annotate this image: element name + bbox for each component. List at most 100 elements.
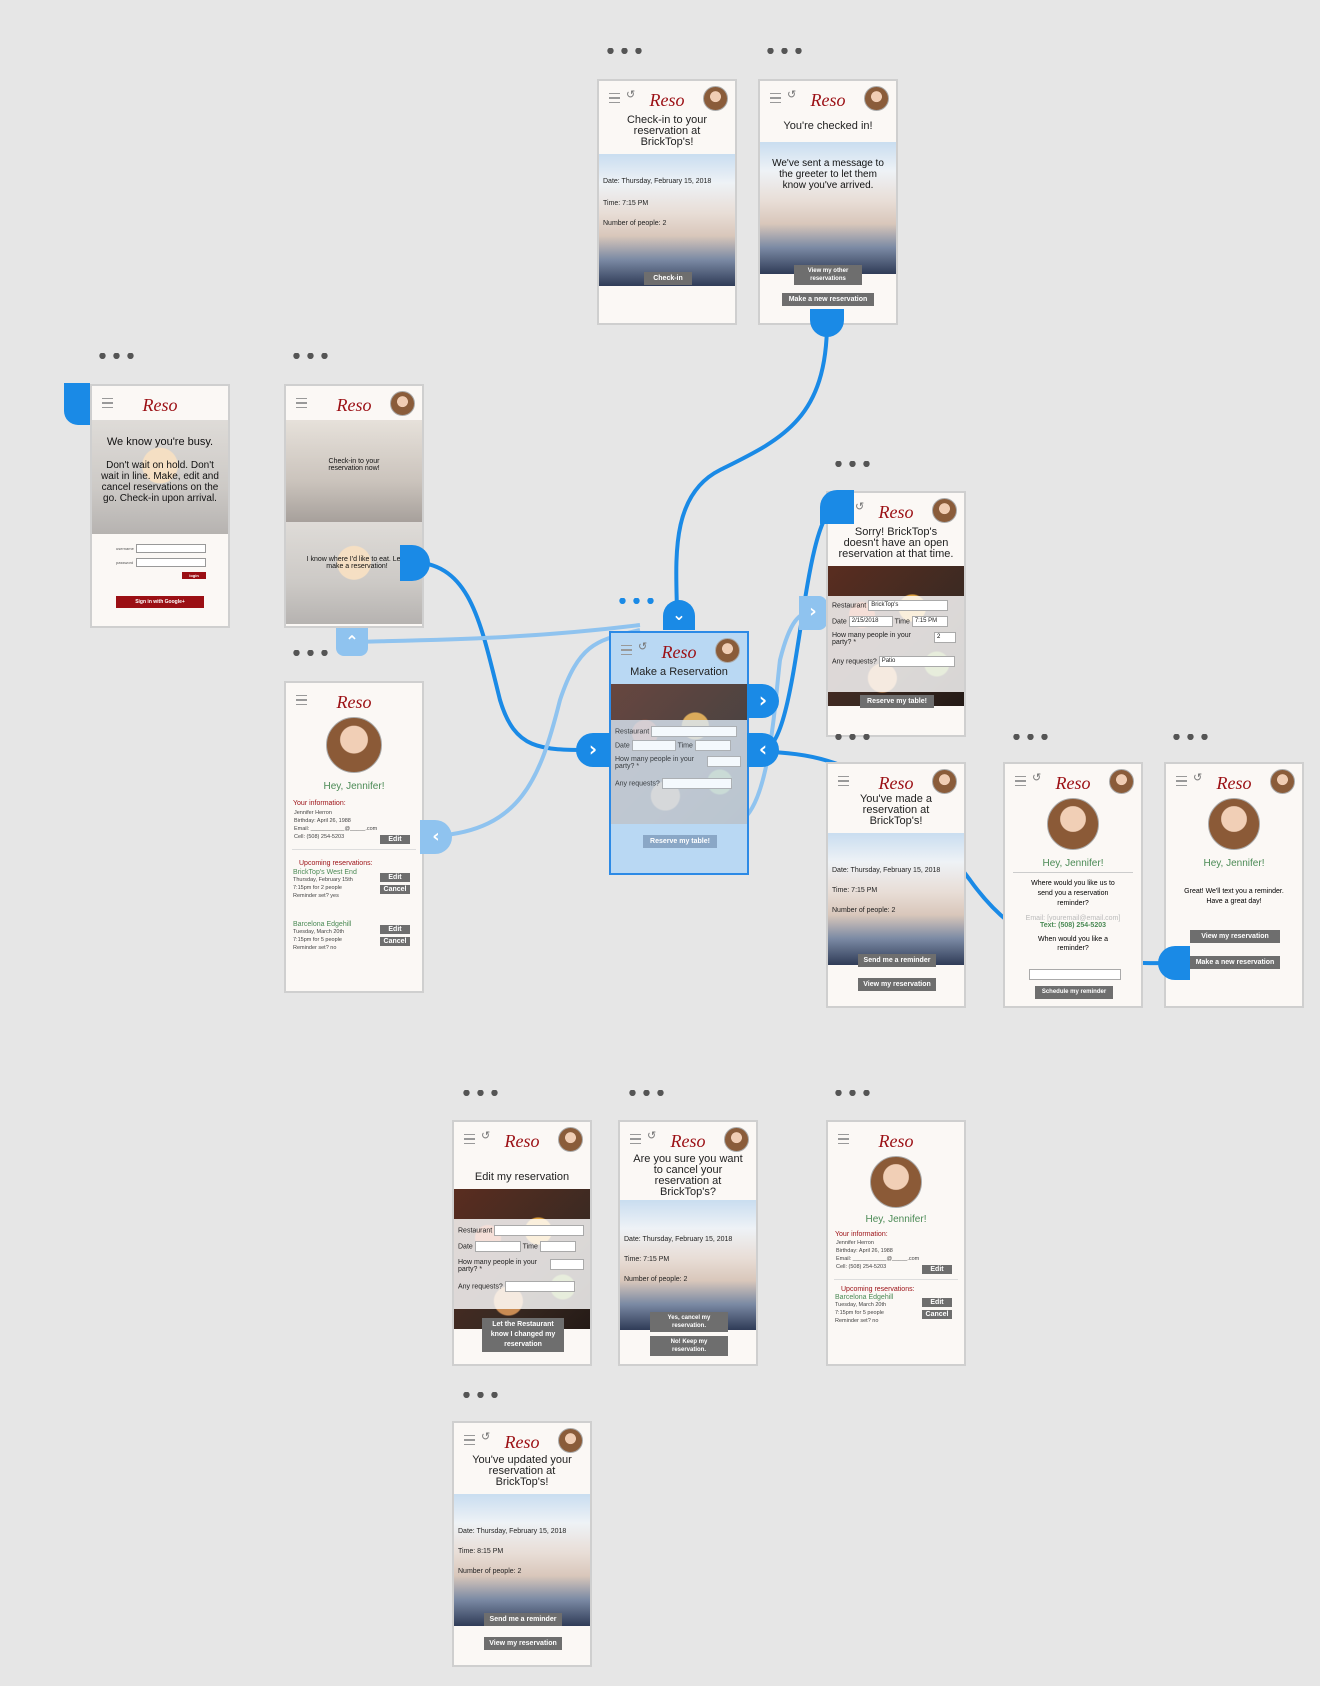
undo-icon[interactable]: ↺ [481, 1430, 491, 1443]
restaurant-select[interactable] [651, 726, 738, 737]
view-other-reservations-button[interactable]: View my other reservations [794, 265, 862, 285]
artboard-checked-in[interactable]: ↺ Reso You're checked in! We've sent a me… [758, 79, 898, 325]
artboard-menu-icon[interactable]: ••• [290, 650, 332, 662]
artboard-checkin[interactable]: ↺ Reso Check-in to your reservation at Br… [597, 79, 737, 325]
wire-handle-new-reservation[interactable] [810, 309, 844, 337]
party-select[interactable] [707, 756, 741, 767]
artboard-menu-icon[interactable]: ••• [290, 353, 332, 365]
hamburger-icon[interactable] [838, 1134, 849, 1144]
schedule-reminder-button[interactable]: Schedule my reminder [1035, 986, 1113, 999]
avatar[interactable] [558, 1428, 583, 1453]
view-reservation-button[interactable]: View my reservation [858, 978, 936, 991]
confirm-cancel-button[interactable]: Yes, cancel my reservation. [650, 1312, 728, 1332]
undo-icon[interactable]: ↺ [1032, 771, 1042, 784]
chevron-right-icon[interactable]: › [799, 596, 827, 630]
notify-restaurant-button[interactable]: Let the Restaurant know I changed my res… [482, 1318, 564, 1352]
requests-select[interactable] [661, 778, 732, 789]
undo-icon[interactable]: ↺ [787, 88, 797, 101]
avatar[interactable] [932, 498, 957, 523]
artboard-login[interactable]: Reso We know you're busy. Don't wait on … [90, 384, 230, 628]
date-select[interactable] [631, 740, 676, 751]
google-signin-button[interactable]: Sign in with Google+ [116, 596, 204, 608]
chevron-down-icon[interactable]: ⌄ [663, 600, 695, 630]
avatar[interactable] [558, 1127, 583, 1152]
send-reminder-button[interactable]: Send me a reminder [858, 954, 936, 967]
checkin-button[interactable]: Check-in [644, 272, 692, 285]
artboard-reminder[interactable]: ↺ Reso Hey, Jennifer! Where would you lik… [1003, 762, 1143, 1008]
chevron-left-icon[interactable]: ‹ [747, 733, 779, 767]
hamburger-icon[interactable] [1015, 776, 1026, 786]
artboard-menu-icon[interactable]: ••• [1170, 734, 1212, 746]
artboard-menu-icon[interactable]: ••• [604, 48, 646, 60]
artboard-make-reservation[interactable]: ↺ Reso Make a Reservation Restaurant Date… [609, 631, 749, 875]
hamburger-icon[interactable] [464, 1435, 475, 1445]
chevron-right-icon[interactable]: › [576, 733, 610, 767]
login-button[interactable]: login [182, 572, 206, 579]
artboard-reservation-made[interactable]: Reso You've made a reservation at BrickT… [826, 762, 966, 1008]
avatar[interactable] [390, 391, 415, 416]
date-select[interactable] [474, 1241, 521, 1252]
hamburger-icon[interactable] [630, 1134, 641, 1144]
artboard-menu-icon[interactable]: ••• [616, 598, 658, 610]
artboard-menu-icon[interactable]: ••• [832, 461, 874, 473]
artboard-menu-icon[interactable]: ••• [764, 48, 806, 60]
artboard-profile-updated[interactable]: Reso Hey, Jennifer! Your information: Je… [826, 1120, 966, 1366]
reserve-table-button[interactable]: Reserve my table! [643, 835, 717, 848]
reserve-table-button[interactable]: Reserve my table! [860, 695, 934, 708]
restaurant-select[interactable]: BrickTop's [868, 600, 949, 611]
checkin-tile[interactable]: Check-in to your reservation now! [286, 420, 422, 522]
hamburger-icon[interactable] [296, 398, 307, 408]
artboard-menu-icon[interactable]: ••• [1010, 734, 1052, 746]
hamburger-icon[interactable] [609, 93, 620, 103]
date-select[interactable]: 2/15/2018 [848, 616, 893, 627]
restaurant-select[interactable] [494, 1225, 585, 1236]
wire-handle-reserve[interactable] [400, 545, 430, 581]
time-select[interactable] [694, 740, 731, 751]
password-input[interactable] [136, 558, 206, 567]
cancel-reservation-button[interactable]: Cancel [380, 885, 410, 894]
hamburger-icon[interactable] [464, 1134, 475, 1144]
email-option[interactable]: Email: [youremail@email.com] [1025, 915, 1121, 922]
undo-icon[interactable]: ↺ [481, 1129, 491, 1142]
view-reservation-button[interactable]: View my reservation [1190, 930, 1280, 943]
hamburger-icon[interactable] [296, 695, 307, 705]
hamburger-icon[interactable] [102, 398, 113, 408]
artboard-home[interactable]: Reso Check-in to your reservation now! I… [284, 384, 424, 628]
undo-icon[interactable]: ↺ [647, 1129, 657, 1142]
chevron-left-icon[interactable]: ‹ [420, 820, 452, 854]
avatar[interactable] [703, 86, 728, 111]
time-select[interactable]: 7:15 PM [911, 616, 948, 627]
edit-reservation-button[interactable]: Edit [380, 873, 410, 882]
undo-icon[interactable]: ↺ [626, 88, 636, 101]
text-option[interactable]: Text: (508) 254-5203 [1039, 922, 1107, 929]
avatar[interactable] [715, 638, 740, 663]
artboard-reservation-updated[interactable]: ↺ Reso You've updated your reservation at… [452, 1421, 592, 1667]
artboard-menu-icon[interactable]: ••• [460, 1090, 502, 1102]
chevron-right-icon[interactable]: › [747, 684, 779, 718]
reserve-tile[interactable]: I know where I'd like to eat. Let's make… [286, 522, 422, 624]
hamburger-icon[interactable] [621, 645, 632, 655]
artboard-menu-icon[interactable]: ••• [832, 1090, 874, 1102]
reminder-time-select[interactable] [1029, 969, 1121, 980]
hamburger-icon[interactable] [1176, 776, 1187, 786]
avatar[interactable] [1270, 769, 1295, 794]
keep-reservation-button[interactable]: No! Keep my reservation. [650, 1336, 728, 1356]
time-select[interactable] [539, 1241, 576, 1252]
requests-select[interactable]: Patio [878, 656, 955, 667]
new-reservation-button[interactable]: Make a new reservation [1190, 956, 1280, 969]
avatar[interactable] [864, 86, 889, 111]
avatar[interactable] [1109, 769, 1134, 794]
avatar[interactable] [932, 769, 957, 794]
username-input[interactable] [136, 544, 206, 553]
wire-handle-start[interactable] [64, 383, 90, 425]
undo-icon[interactable]: ↺ [1193, 771, 1203, 784]
edit-info-button[interactable]: Edit [380, 835, 410, 844]
artboard-edit-reservation[interactable]: ↺ Reso Edit my reservation Restaurant Dat… [452, 1120, 592, 1366]
send-reminder-button[interactable]: Send me a reminder [484, 1613, 562, 1626]
undo-icon[interactable]: ↺ [638, 640, 648, 653]
wire-handle-reminder[interactable] [1158, 946, 1190, 980]
edit-reservation-button[interactable]: Edit [922, 1298, 952, 1307]
edit-reservation-button[interactable]: Edit [380, 925, 410, 934]
artboard-menu-icon[interactable]: ••• [832, 734, 874, 746]
artboard-menu-icon[interactable]: ••• [96, 353, 138, 365]
